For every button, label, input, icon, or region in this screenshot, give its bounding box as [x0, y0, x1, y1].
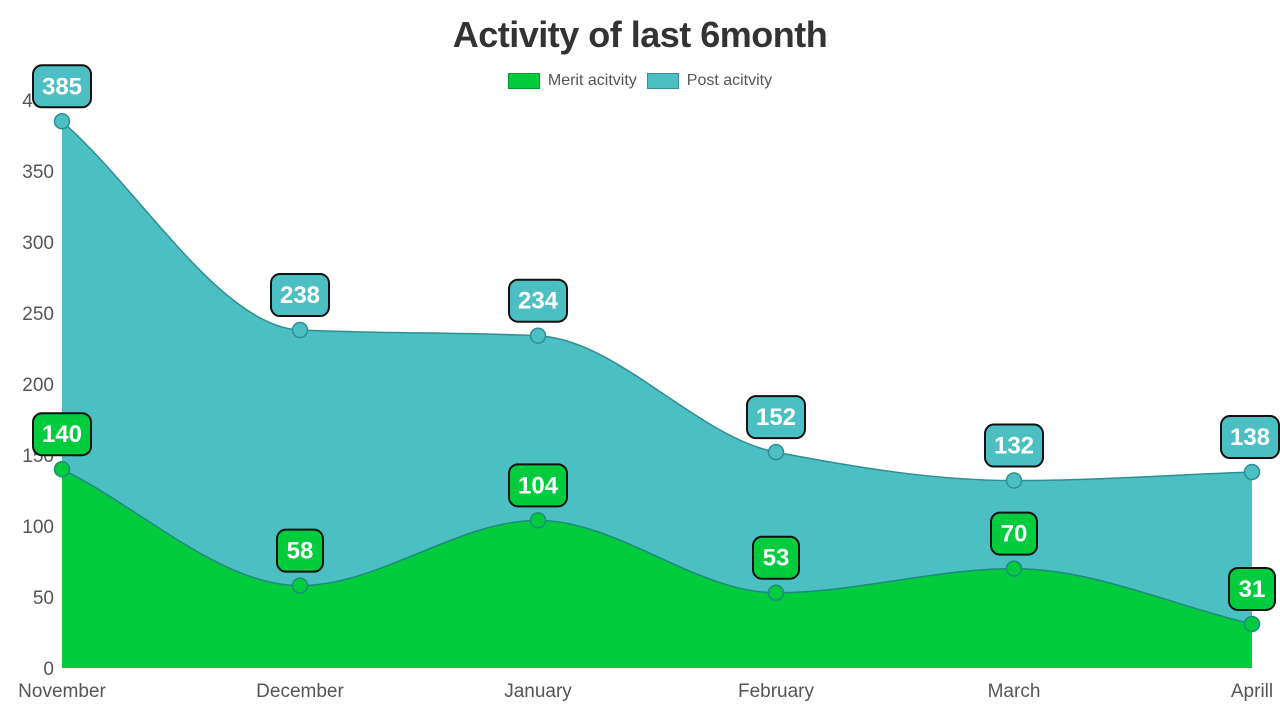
- y-tick-label: 200: [22, 375, 54, 396]
- y-tick-label: 0: [43, 659, 54, 680]
- data-label-box: [32, 412, 92, 457]
- point-merit[interactable]: [767, 584, 785, 601]
- data-label-post: 238: [270, 273, 330, 318]
- point-merit[interactable]: [1243, 615, 1261, 633]
- data-label-text: 70: [1001, 521, 1028, 548]
- legend: Merit acitvity Post acitvity: [0, 72, 1280, 90]
- data-label-text: 31: [1239, 576, 1266, 603]
- data-label-merit: 104: [508, 463, 568, 508]
- data-label-text: 234: [518, 288, 559, 315]
- x-tick-label: March: [988, 681, 1041, 702]
- y-tick-label: 50: [33, 588, 54, 609]
- data-label-text: 58: [287, 538, 314, 565]
- point-merit[interactable]: [529, 512, 547, 529]
- legend-swatch-merit: [507, 73, 540, 89]
- data-label-merit: 70: [990, 511, 1038, 556]
- data-label-box: [508, 463, 568, 508]
- x-tick-label: January: [504, 681, 572, 702]
- point-post[interactable]: [529, 327, 547, 344]
- data-label-box: [32, 64, 92, 109]
- data-label-text: 140: [42, 421, 82, 448]
- data-label-box: [746, 395, 806, 440]
- data-label-box: [984, 423, 1044, 468]
- data-label-box: [508, 278, 568, 323]
- data-label-merit: 53: [752, 535, 800, 580]
- data-label-post: 385: [32, 64, 92, 109]
- area-post: [62, 121, 1252, 669]
- data-label-merit: 140: [32, 412, 92, 457]
- point-merit[interactable]: [291, 577, 309, 594]
- line-post: [61, 120, 1253, 482]
- area-merit: [62, 469, 1252, 668]
- data-label-box: [1228, 566, 1276, 611]
- point-post[interactable]: [1243, 463, 1261, 481]
- data-label-text: 238: [280, 282, 320, 309]
- x-tick-label: Aprill: [1231, 681, 1273, 702]
- data-label-text: 104: [518, 472, 559, 499]
- y-tick-label: 250: [22, 304, 54, 325]
- chart-title: Activity of last 6month: [452, 14, 828, 55]
- data-label-text: 132: [994, 433, 1034, 460]
- legend-item-post[interactable]: Post acitvity: [646, 72, 773, 90]
- data-label-post: 132: [984, 423, 1044, 468]
- legend-label-merit: Merit acitvity: [547, 72, 637, 89]
- x-tick-label: December: [256, 681, 344, 702]
- data-label-merit: 58: [276, 528, 324, 573]
- point-merit[interactable]: [53, 460, 71, 478]
- data-label-box: [752, 535, 800, 580]
- data-label-box: [276, 528, 324, 573]
- data-label-post: 138: [1220, 415, 1280, 460]
- legend-swatch-post: [646, 73, 679, 89]
- legend-item-merit[interactable]: Merit acitvity: [507, 72, 637, 90]
- data-label-text: 53: [763, 545, 790, 572]
- data-label-text: 138: [1230, 424, 1270, 451]
- x-tick-label: November: [18, 681, 106, 702]
- data-label-merit: 31: [1228, 566, 1276, 611]
- y-tick-label: 100: [22, 517, 54, 538]
- point-post[interactable]: [1005, 472, 1023, 489]
- point-post[interactable]: [767, 443, 785, 461]
- data-label-box: [990, 511, 1038, 556]
- data-label-post: 152: [746, 395, 806, 440]
- x-tick-label: February: [738, 681, 815, 702]
- data-label-text: 152: [756, 404, 796, 431]
- legend-label-post: Post acitvity: [686, 72, 773, 89]
- y-tick-label: 350: [22, 162, 54, 183]
- data-label-box: [270, 273, 330, 318]
- line-merit: [61, 468, 1253, 625]
- y-tick-label: 300: [22, 233, 54, 254]
- point-merit[interactable]: [1005, 560, 1023, 577]
- data-label-post: 234: [508, 278, 568, 323]
- point-post[interactable]: [291, 321, 309, 339]
- data-label-box: [1220, 415, 1280, 460]
- point-post[interactable]: [53, 113, 71, 130]
- data-label-text: 385: [42, 73, 82, 100]
